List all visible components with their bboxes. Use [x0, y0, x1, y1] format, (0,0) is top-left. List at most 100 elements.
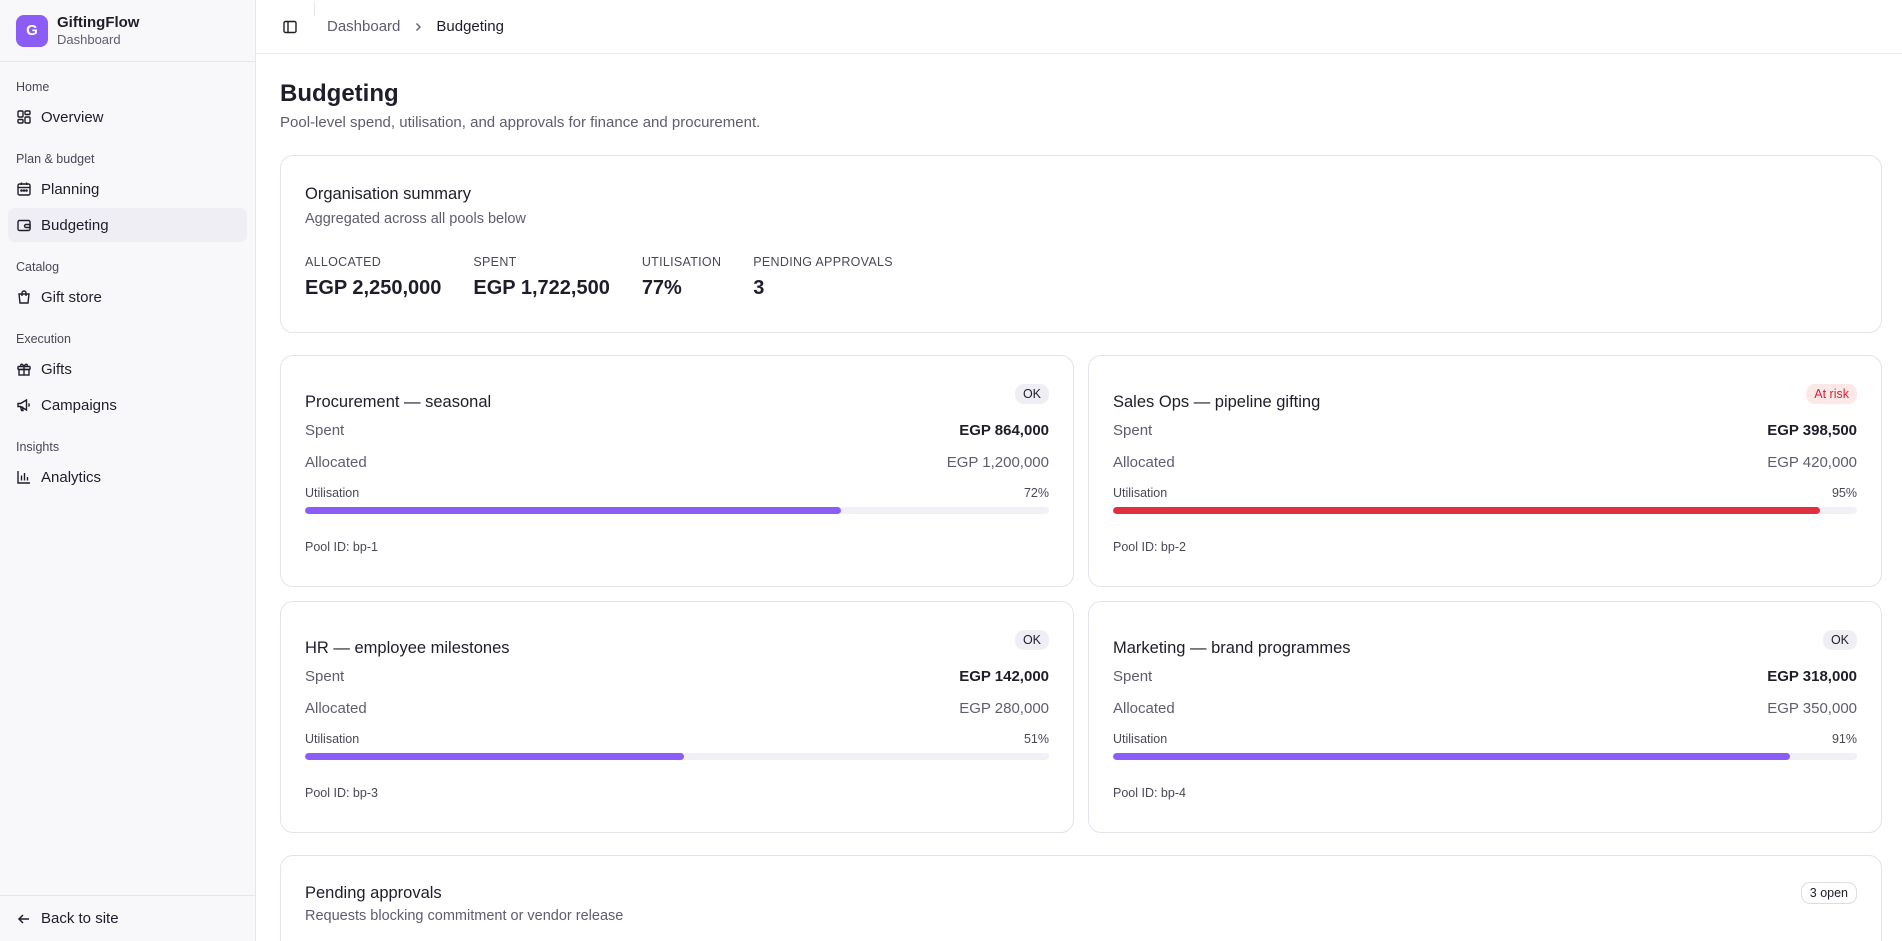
allocated-label: Allocated — [305, 700, 367, 717]
sidebar-item-campaigns[interactable]: Campaigns — [8, 388, 247, 422]
page-subtitle: Pool-level spend, utilisation, and appro… — [280, 114, 761, 131]
nav-group-label: Insights — [16, 440, 60, 454]
panel-left-icon — [283, 20, 297, 33]
utilisation-bar-fill — [1113, 753, 1791, 760]
stat-spent: SPENT EGP 1,722,500 — [473, 254, 609, 300]
utilisation-row: Utilisation 91% — [1113, 732, 1857, 746]
stat-label: SPENT — [473, 255, 517, 269]
utilisation-bar-fill — [305, 507, 841, 514]
utilisation-bar — [1113, 507, 1857, 514]
topbar: Dashboard Budgeting — [256, 0, 1902, 54]
budget-pool-card[interactable]: Marketing — brand programmes OK Spent EG… — [1088, 601, 1882, 833]
sidebar-item-gift-store[interactable]: Gift store — [8, 280, 247, 314]
brand-name: GiftingFlow — [57, 13, 140, 31]
allocated-label: Allocated — [1113, 454, 1175, 471]
sidebar-item-budgeting[interactable]: Budgeting — [8, 208, 247, 242]
chevron-right-icon — [412, 21, 424, 33]
stat-value: 3 — [753, 277, 765, 299]
spent-value: EGP 142,000 — [959, 668, 1049, 685]
pool-name: Procurement — seasonal — [305, 392, 492, 411]
pool-name: Sales Ops — pipeline gifting — [1113, 392, 1321, 411]
layout-dashboard-icon — [16, 109, 32, 125]
allocated-row: Allocated EGP 420,000 — [1113, 454, 1857, 472]
stat-allocated: ALLOCATED EGP 2,250,000 — [305, 254, 441, 300]
page-title: Budgeting — [280, 80, 399, 107]
nav-group-execution: Execution Gifts Campaigns — [0, 326, 255, 422]
stat-label: ALLOCATED — [305, 255, 382, 269]
arrow-left-icon — [17, 913, 29, 924]
nav-group-plan: Plan & budget Planning Budgeting — [0, 146, 255, 242]
nav-group-label: Execution — [16, 332, 71, 346]
utilisation-label: Utilisation — [305, 732, 360, 746]
status-badge: At risk — [1806, 384, 1857, 404]
stat-utilisation: UTILISATION 77% — [642, 254, 721, 300]
utilisation-row: Utilisation 95% — [1113, 486, 1857, 500]
status-badge: OK — [1014, 384, 1049, 404]
brand-header[interactable]: G GiftingFlow Dashboard — [0, 0, 255, 62]
utilisation-label: Utilisation — [1113, 486, 1168, 500]
stat-pending-approvals: PENDING APPROVALS 3 — [753, 254, 893, 300]
budget-pool-card[interactable]: Procurement — seasonal OK Spent EGP 864,… — [280, 355, 1074, 587]
spent-label: Spent — [305, 668, 345, 685]
utilisation-row: Utilisation 51% — [305, 732, 1049, 746]
allocated-label: Allocated — [305, 454, 367, 471]
allocated-value: EGP 420,000 — [1767, 454, 1857, 471]
back-to-site-link[interactable]: Back to site — [0, 895, 255, 941]
sidebar-toggle-button[interactable] — [276, 13, 304, 41]
allocated-row: Allocated EGP 350,000 — [1113, 700, 1857, 718]
nav-group-label: Home — [16, 80, 50, 94]
nav-group-label: Catalog — [16, 260, 60, 274]
utilisation-value: 95% — [1831, 486, 1857, 500]
spent-row: Spent EGP 318,000 — [1113, 668, 1857, 686]
summary-title: Organisation summary — [305, 185, 471, 203]
nav-group-label: Plan & budget — [16, 152, 95, 166]
spent-row: Spent EGP 398,500 — [1113, 422, 1857, 440]
pending-subtitle: Requests blocking commitment or vendor r… — [305, 908, 624, 924]
sidebar-item-label: Gift store — [41, 288, 102, 306]
spent-row: Spent EGP 142,000 — [305, 668, 1049, 686]
stat-value: 77% — [641, 277, 682, 299]
sidebar-item-label: Analytics — [41, 468, 102, 486]
spent-label: Spent — [305, 422, 345, 439]
wallet-icon — [16, 217, 32, 233]
nav-group-insights: Insights Analytics — [0, 434, 255, 494]
nav-group-catalog: Catalog Gift store — [0, 254, 255, 314]
sidebar-item-label: Overview — [41, 108, 104, 126]
pool-id: Pool ID: bp-1 — [305, 540, 378, 554]
spent-value: EGP 318,000 — [1767, 668, 1857, 685]
utilisation-bar — [305, 507, 1049, 514]
pending-approvals-card: Pending approvals 3 open Requests blocki… — [280, 855, 1882, 941]
sidebar-item-label: Gifts — [41, 360, 72, 378]
gift-icon — [16, 361, 32, 377]
spent-value: EGP 398,500 — [1767, 422, 1857, 439]
shopping-bag-icon — [16, 289, 32, 305]
budget-pool-card[interactable]: HR — employee milestones OK Spent EGP 14… — [280, 601, 1074, 833]
sidebar-item-overview[interactable]: Overview — [8, 100, 247, 134]
allocated-row: Allocated EGP 280,000 — [305, 700, 1049, 718]
utilisation-value: 91% — [1831, 732, 1857, 746]
spent-value: EGP 864,000 — [959, 422, 1049, 439]
allocated-value: EGP 1,200,000 — [946, 454, 1049, 471]
sidebar-item-analytics[interactable]: Analytics — [8, 460, 247, 494]
sidebar: G GiftingFlow Dashboard Home Overview Pl… — [0, 0, 256, 941]
stat-value: EGP 2,250,000 — [305, 277, 442, 299]
utilisation-bar — [1113, 753, 1857, 760]
sidebar-item-label: Planning — [41, 180, 100, 198]
sidebar-item-gifts[interactable]: Gifts — [8, 352, 247, 386]
breadcrumb-dashboard-link[interactable]: Dashboard — [327, 18, 401, 35]
summary-stats: ALLOCATED EGP 2,250,000 SPENT EGP 1,722,… — [305, 254, 1857, 300]
budget-pools-grid: Procurement — seasonal OK Spent EGP 864,… — [280, 355, 1882, 833]
page-content: Budgeting Pool-level spend, utilisation,… — [256, 54, 1902, 941]
bar-chart-icon — [16, 469, 32, 485]
allocated-row: Allocated EGP 1,200,000 — [305, 454, 1049, 472]
topbar-divider — [314, 1, 315, 16]
brand-sub: Dashboard — [57, 31, 121, 47]
utilisation-value: 72% — [1023, 486, 1049, 500]
organisation-summary-card: Organisation summary Aggregated across a… — [280, 155, 1882, 333]
utilisation-bar-fill — [1113, 507, 1820, 514]
sidebar-item-planning[interactable]: Planning — [8, 172, 247, 206]
utilisation-row: Utilisation 72% — [305, 486, 1049, 500]
open-count-badge: 3 open — [1800, 882, 1857, 904]
megaphone-icon — [16, 397, 32, 413]
budget-pool-card[interactable]: Sales Ops — pipeline gifting At risk Spe… — [1088, 355, 1882, 587]
